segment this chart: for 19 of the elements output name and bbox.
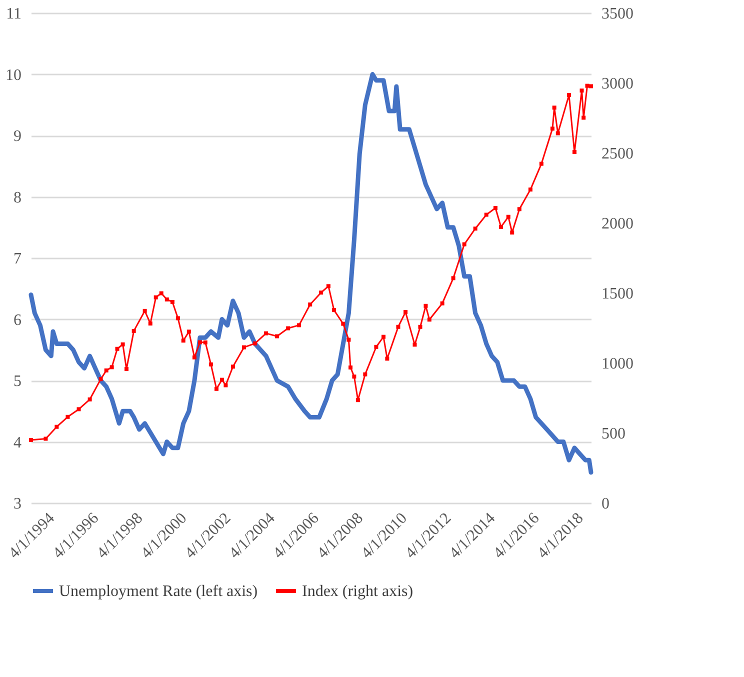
y2-tick-label: 1000: [602, 356, 634, 372]
y2-tick-label: 2500: [602, 146, 634, 162]
y2-tick-label: 3000: [602, 76, 634, 92]
y-tick-label: 10: [6, 66, 22, 84]
y2-tick-label: 2000: [602, 216, 634, 232]
y-tick-label: 6: [14, 312, 22, 329]
y-tick-label: 8: [14, 189, 22, 206]
y-tick-label: 4: [14, 434, 22, 452]
y-tick-label: 5: [14, 373, 22, 390]
legend-label: Index (right axis): [302, 583, 414, 600]
y-tick-label: 7: [14, 250, 22, 268]
legend-label: Unemployment Rate (left axis): [59, 583, 258, 600]
y2-tick-label: 0: [602, 496, 610, 512]
y-tick-label: 3: [14, 496, 22, 512]
y2-tick-label: 3500: [602, 6, 634, 22]
y2-tick-label: 500: [602, 426, 626, 442]
y-tick-label: 9: [14, 128, 22, 145]
y2-tick-label: 1500: [602, 286, 634, 302]
y-tick-label: 11: [6, 6, 22, 22]
